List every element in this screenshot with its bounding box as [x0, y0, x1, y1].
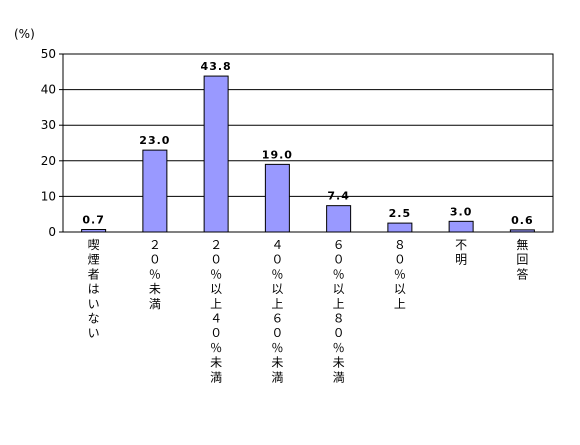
bars [81, 75, 535, 233]
y-tick-labels: 0 10 20 30 40 50 [41, 47, 56, 239]
data-labels: 0.7 23.0 43.8 19.0 7.4 2.5 3.0 0.6 [82, 60, 534, 227]
data-label: 23.0 [139, 134, 170, 147]
gridlines [59, 53, 553, 233]
y-tick-label: 10 [41, 189, 56, 203]
bar [81, 229, 107, 233]
bar [448, 220, 474, 233]
bar [387, 222, 413, 233]
bar [509, 229, 535, 233]
category-label: ２０％未満 [149, 238, 161, 311]
data-label: 3.0 [450, 205, 473, 218]
category-label: 無回答 [516, 237, 528, 281]
y-tick-label: 30 [41, 118, 56, 132]
data-label: 0.7 [82, 214, 105, 227]
bar [264, 163, 290, 233]
bar [142, 149, 168, 233]
y-tick-label: 0 [48, 225, 56, 239]
bar [326, 205, 352, 233]
category-label: ４０％以上６０％未満 [271, 238, 283, 384]
plot-area [62, 53, 554, 233]
y-tick-label: 50 [41, 47, 56, 61]
category-labels: 喫煙者はいない ２０％未満 ２０％以上４０％未満 ４０％以上６０％未満 ６０％以上８０％… [88, 237, 529, 384]
category-label: ２０％以上４０％未満 [210, 238, 222, 384]
data-label: 2.5 [389, 207, 412, 220]
data-label: 19.0 [262, 148, 293, 161]
data-label: 0.6 [511, 214, 534, 227]
y-tick-label: 40 [41, 83, 56, 97]
data-label: 43.8 [201, 60, 232, 73]
y-tick-label: 20 [41, 154, 56, 168]
category-label: ８０％以上 [394, 238, 406, 311]
bar [203, 75, 229, 233]
y-axis-unit-label: (%) [14, 27, 35, 41]
category-label: 不明 [455, 238, 467, 267]
data-label: 7.4 [327, 190, 350, 203]
category-label: ６０％以上８０％未満 [333, 238, 345, 384]
category-label: 喫煙者はいない [88, 238, 100, 340]
